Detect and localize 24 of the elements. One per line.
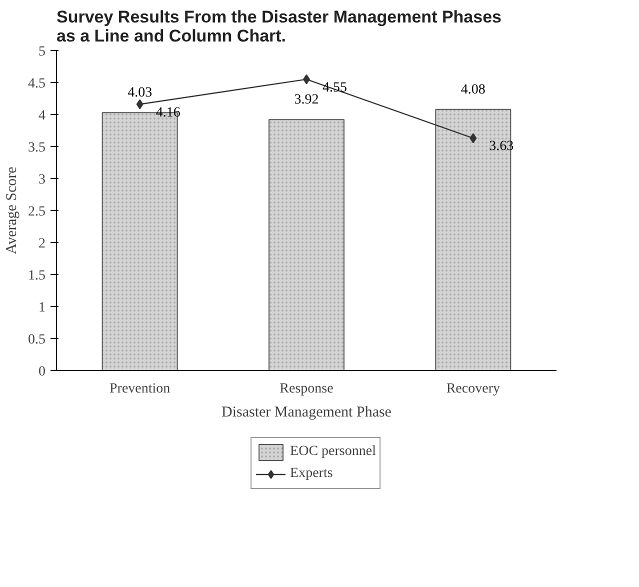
y-tick-label: 0 — [38, 364, 46, 380]
y-tick-label: 4.5 — [28, 76, 46, 92]
x-tick-label: Recovery — [446, 382, 500, 396]
y-tick-label: 2 — [38, 236, 46, 252]
chart-title: Survey Results From the Disaster Management Phases as a Line and Column Chart. — [56, 8, 502, 46]
x-tick-label: Prevention — [110, 382, 170, 396]
y-tick-label: 5 — [38, 44, 46, 60]
x-axis-title: Disaster Management Phase — [222, 404, 392, 420]
y-tick-label: 0.5 — [28, 332, 46, 348]
y-tick-label: 1.5 — [28, 268, 46, 284]
point — [136, 99, 144, 110]
x-tick-label: Response — [280, 382, 334, 396]
data-label: 4.03 — [128, 86, 152, 101]
y-axis-title: Average Score — [4, 166, 20, 254]
y-tick-label: 3.5 — [28, 140, 46, 156]
y-tick-label: 4 — [38, 108, 46, 124]
point — [470, 133, 477, 144]
data-label: 3.92 — [294, 92, 319, 108]
y-tick-label: 2.5 — [28, 204, 46, 220]
data-label: 4.08 — [460, 82, 486, 98]
legend-label: Experts — [290, 466, 333, 482]
y-tick-label: 1 — [38, 300, 46, 316]
legend-label: EOC personnel — [290, 444, 376, 460]
y-tick-label: 3 — [38, 172, 46, 188]
